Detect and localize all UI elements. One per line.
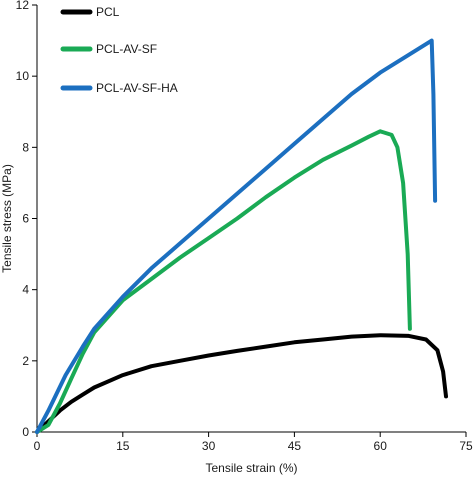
series-line-pcl-av-sf (35, 129, 412, 434)
y-tick-label: 8 (22, 140, 29, 154)
y-tick-label: 2 (22, 354, 29, 368)
x-tick-label: 45 (288, 439, 302, 453)
x-tick-label: 15 (116, 439, 130, 453)
y-tick-label: 4 (22, 283, 29, 297)
y-tick-label: 12 (16, 0, 30, 12)
legend-label-pcl-av-sf-ha: PCL-AV-SF-HA (96, 81, 178, 95)
series-lines (35, 38, 448, 434)
x-tick-label: 0 (34, 439, 41, 453)
x-tick-label: 75 (459, 439, 473, 453)
y-tick-label: 10 (16, 69, 30, 83)
x-axis-title: Tensile strain (%) (205, 461, 297, 475)
series-line-pcl-av-sf-ha (35, 38, 438, 434)
legend-label-pcl: PCL (96, 5, 120, 19)
x-tick-label: 30 (202, 439, 216, 453)
axes: 0 15 30 45 60 75 0 2 4 6 8 10 12 (16, 0, 473, 453)
legend: PCL PCL-AV-SF PCL-AV-SF-HA (60, 5, 178, 95)
series-line-pcl (35, 333, 448, 434)
y-tick-label: 0 (22, 425, 29, 439)
y-tick-label: 6 (22, 212, 29, 226)
y-axis-title: Tensile stress (MPa) (0, 164, 14, 273)
legend-label-pcl-av-sf: PCL-AV-SF (96, 42, 157, 56)
x-tick-label: 60 (374, 439, 388, 453)
